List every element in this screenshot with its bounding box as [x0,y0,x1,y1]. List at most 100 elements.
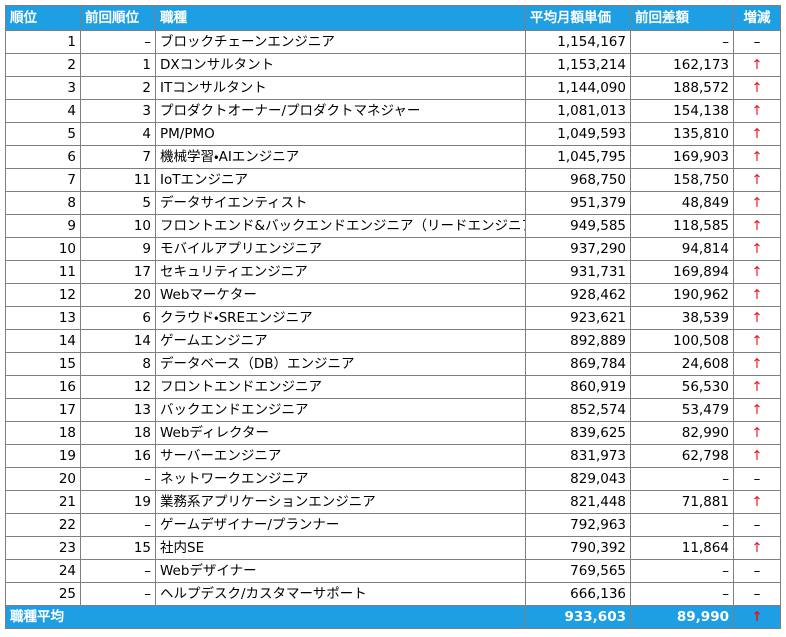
rank: 12 [5,283,81,307]
table-row: 13 6 クラウド・SREエンジニア 923,621 38,539 ↑ [5,306,781,330]
footer-difference: 89,990 [630,605,734,629]
difference: 158,750 [630,168,734,192]
previous-rank: 2 [80,76,156,100]
table-row: 1– ブロックチェーンエンジニア 1,154,167– – [5,30,781,54]
table-row: 12 20 Webマーケター 928,462 190,962 ↑ [5,283,781,307]
job-title: ゲームデザイナー/プランナー [155,513,526,537]
job-title: バックエンドエンジニア [155,398,526,422]
difference: – [630,467,734,491]
difference: 162,173 [630,53,734,77]
rank: 18 [5,421,81,445]
previous-rank: 8 [80,352,156,376]
rank: 25 [5,582,81,606]
job-title: クラウド・SREエンジニア [155,306,526,330]
trend: ↑ [733,421,781,445]
job-title: プロダクトオーナー/プロダクトマネジャー [155,99,526,123]
ranking-table: 順位 前回順位 職種 平均月額単価 前回差額 増減 1– ブロックチェーンエンジニア 1,15… [5,5,781,629]
rank: 4 [5,99,81,123]
rank: 9 [5,214,81,238]
average-monthly-price: 968,750 [525,168,631,192]
table-row: 10 9 モバイルアプリエンジニア 937,290 94,814 ↑ [5,237,781,261]
previous-rank: 14 [80,329,156,353]
table-row: 14 14 ゲームエンジニア 892,889 100,508 ↑ [5,329,781,353]
previous-rank: 11 [80,168,156,192]
rank: 14 [5,329,81,353]
table-row: 19 16 サーバーエンジニア 831,973 62,798 ↑ [5,444,781,468]
previous-rank: 10 [80,214,156,238]
average-monthly-price: 949,585 [525,214,631,238]
average-monthly-price: 1,049,593 [525,122,631,146]
trend: ↑ [733,53,781,77]
job-title: ネットワークエンジニア [155,467,526,491]
table-header: 順位 前回順位 職種 平均月額単価 前回差額 増減 [5,5,781,31]
average-monthly-price: 769,565 [525,559,631,583]
table-row: 20– ネットワークエンジニア 829,043– – [5,467,781,491]
table-row: 2 1 DXコンサルタント 1,153,214 162,173 ↑ [5,53,781,77]
rank: 10 [5,237,81,261]
trend: ↑ [733,306,781,330]
difference: 118,585 [630,214,734,238]
trend: ↑ [733,237,781,261]
rank: 11 [5,260,81,284]
job-title: Webマーケター [155,283,526,307]
trend: ↑ [733,536,781,560]
previous-rank: – [80,30,156,54]
average-monthly-price: 839,625 [525,421,631,445]
table-row: 4 3 プロダクトオーナー/プロダクトマネジャー 1,081,013 154,138 ↑ [5,99,781,123]
difference: 62,798 [630,444,734,468]
previous-rank: – [80,467,156,491]
rank: 2 [5,53,81,77]
difference: 135,810 [630,122,734,146]
table-footer: 職種平均 933,603 89,990 ↑ [5,605,781,629]
footer-trend: ↑ [733,605,781,629]
previous-rank: 13 [80,398,156,422]
trend: ↑ [733,214,781,238]
previous-rank: 15 [80,536,156,560]
trend: ↑ [733,283,781,307]
average-monthly-price: 937,290 [525,237,631,261]
column-header: 増減 [733,5,781,31]
rank: 3 [5,76,81,100]
rank: 19 [5,444,81,468]
trend: ↑ [733,375,781,399]
job-title: ブロックチェーンエンジニア [155,30,526,54]
difference: 56,530 [630,375,734,399]
previous-rank: 4 [80,122,156,146]
difference: 38,539 [630,306,734,330]
average-monthly-price: 928,462 [525,283,631,307]
trend: ↑ [733,398,781,422]
difference: 169,903 [630,145,734,169]
average-monthly-price: 829,043 [525,467,631,491]
rank: 1 [5,30,81,54]
average-monthly-price: 869,784 [525,352,631,376]
job-title: ITコンサルタント [155,76,526,100]
average-monthly-price: 831,973 [525,444,631,468]
table-row: 5 4 PM/PMO 1,049,593 135,810 ↑ [5,122,781,146]
trend: ↑ [733,490,781,514]
average-monthly-price: 792,963 [525,513,631,537]
job-title: 業務系アプリケーションエンジニア [155,490,526,514]
trend: ↑ [733,444,781,468]
rank: 20 [5,467,81,491]
previous-rank: – [80,559,156,583]
trend: ↑ [733,76,781,100]
rank: 5 [5,122,81,146]
difference: 48,849 [630,191,734,215]
job-title: データベース（DB）エンジニア [155,352,526,376]
table-row: 24– Webデザイナー 769,565– – [5,559,781,583]
difference: 188,572 [630,76,734,100]
rank: 22 [5,513,81,537]
footer-average: 933,603 [525,605,631,629]
job-title: PM/PMO [155,122,526,146]
rank: 6 [5,145,81,169]
average-monthly-price: 1,153,214 [525,53,631,77]
difference: – [630,30,734,54]
average-monthly-price: 852,574 [525,398,631,422]
previous-rank: – [80,582,156,606]
job-title: モバイルアプリエンジニア [155,237,526,261]
previous-rank: 9 [80,237,156,261]
difference: 11,864 [630,536,734,560]
difference: 53,479 [630,398,734,422]
trend: ↑ [733,168,781,192]
